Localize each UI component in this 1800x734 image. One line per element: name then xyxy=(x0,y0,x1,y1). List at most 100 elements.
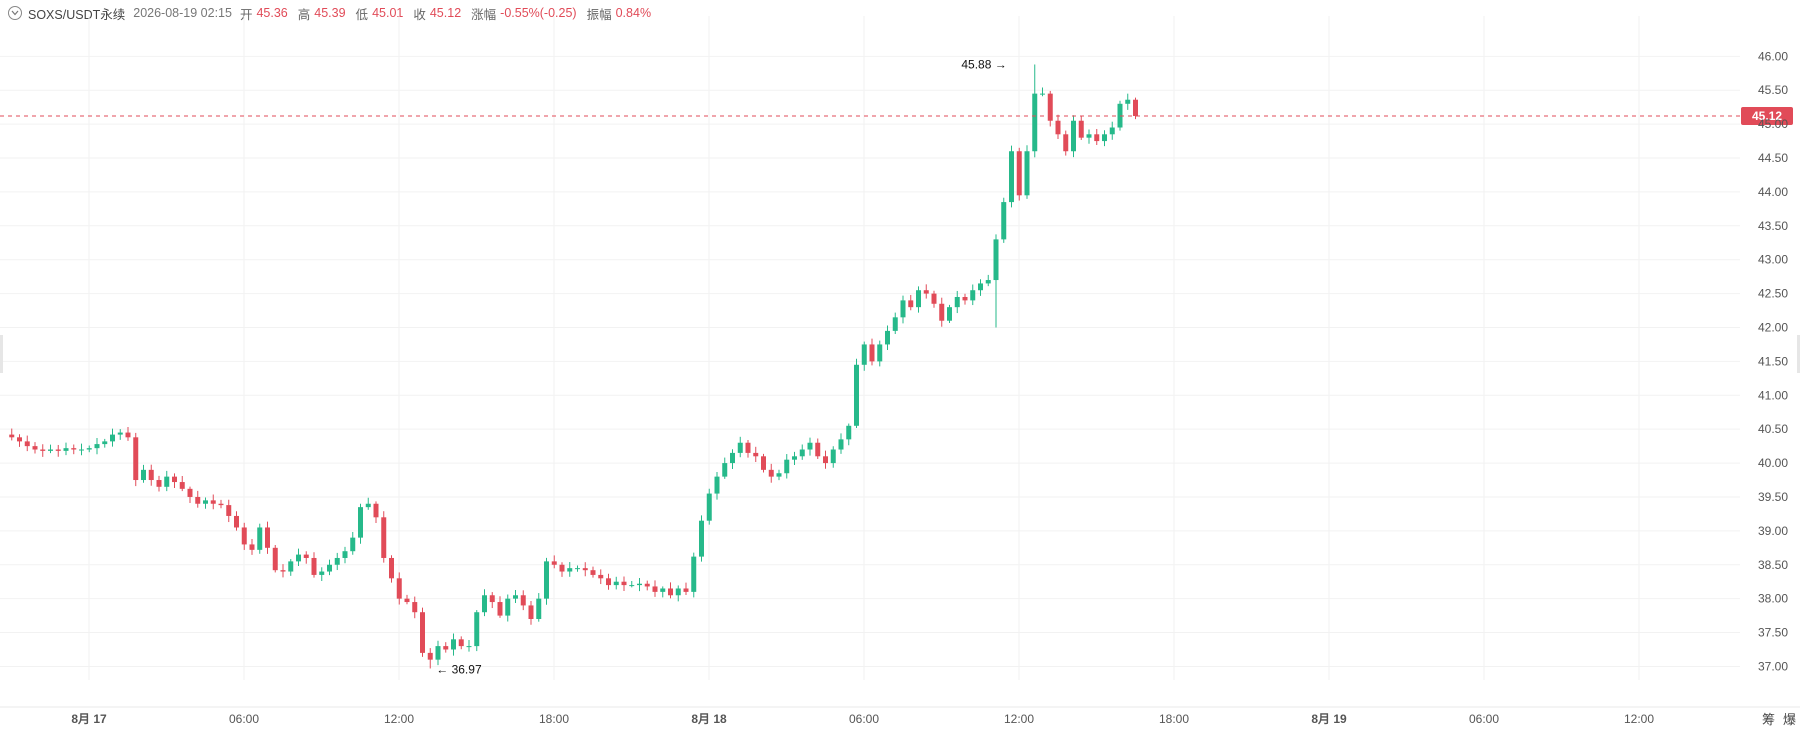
candle-body xyxy=(954,296,960,308)
close-label: 收 xyxy=(413,7,426,22)
close-value: 45.12 xyxy=(429,6,462,20)
candle-body xyxy=(513,595,518,599)
candle-body xyxy=(722,463,728,477)
candle-body xyxy=(443,646,449,650)
amplitude-value: 0.84% xyxy=(615,6,652,20)
y-tick-label: 40.00 xyxy=(1758,456,1788,470)
candle-body xyxy=(675,588,681,596)
candle-body xyxy=(265,527,270,548)
x-tick-label: 12:00 xyxy=(1624,712,1654,726)
candle-body xyxy=(110,434,115,442)
candle-body xyxy=(296,554,301,562)
chips-button[interactable]: 筹 xyxy=(1761,712,1775,727)
candle-body xyxy=(1133,99,1138,116)
candle-body xyxy=(1102,134,1107,142)
candle-body xyxy=(900,300,906,318)
candle-body xyxy=(1016,151,1022,196)
candle-body xyxy=(164,476,170,487)
candle-body xyxy=(86,448,92,450)
candle-body xyxy=(334,557,340,565)
x-tick-label: 8月 19 xyxy=(1311,712,1347,726)
candle-body xyxy=(1071,120,1076,152)
candle-body xyxy=(753,452,759,457)
candle-body xyxy=(993,239,999,281)
candle-body xyxy=(102,441,108,445)
left-drag-handle[interactable] xyxy=(0,335,3,373)
datetime-label: 2026-08-19 02:15 xyxy=(133,6,232,20)
candle-body xyxy=(668,588,673,596)
candle-body xyxy=(9,434,15,438)
x-tick-label: 8月 17 xyxy=(71,712,107,726)
candle-body xyxy=(1001,202,1007,240)
candle-body xyxy=(257,527,263,550)
collapse-toggle-icon[interactable] xyxy=(8,6,22,20)
candle-body xyxy=(319,571,325,575)
candle-body xyxy=(458,639,464,647)
x-tick-label: 12:00 xyxy=(384,712,414,726)
candle-body xyxy=(327,564,332,572)
candle-body xyxy=(141,469,146,481)
candle-body xyxy=(156,480,162,487)
symbol-label[interactable]: SOXS/USDT永续 xyxy=(28,7,126,22)
x-tick-label: 06:00 xyxy=(1469,712,1499,726)
candle-body xyxy=(40,449,46,451)
candle-body xyxy=(358,507,363,538)
candle-body xyxy=(854,364,859,426)
candle-body xyxy=(528,605,534,619)
candle-body xyxy=(288,561,294,572)
y-tick-label: 44.50 xyxy=(1758,151,1788,165)
last-price-label: 45.12 xyxy=(1752,109,1782,123)
candle-body xyxy=(970,290,976,301)
candle-body xyxy=(32,446,38,450)
min-price-label: ← 36.97 xyxy=(436,662,482,676)
candle-body xyxy=(427,652,433,660)
candle-body xyxy=(792,456,797,460)
candle-body xyxy=(916,290,921,308)
candle-body xyxy=(575,568,580,570)
candle-body xyxy=(1125,99,1131,104)
candle-body xyxy=(947,307,952,321)
candle-body xyxy=(148,469,154,481)
y-tick-label: 37.50 xyxy=(1758,626,1788,640)
candle-body xyxy=(63,448,69,451)
candle-body xyxy=(745,442,751,453)
candle-body xyxy=(815,442,821,457)
candle-body xyxy=(644,583,650,587)
last-price-tag xyxy=(1741,106,1793,125)
candle-body xyxy=(621,581,627,586)
candle-body xyxy=(761,456,766,470)
candle-body xyxy=(489,595,495,603)
y-tick-label: 42.00 xyxy=(1758,320,1788,334)
high-value: 45.39 xyxy=(314,6,346,20)
low-label: 低 xyxy=(355,7,369,22)
candle-body xyxy=(195,496,201,504)
candle-body xyxy=(1024,151,1030,196)
candle-body xyxy=(172,476,177,483)
candle-body xyxy=(55,449,61,451)
candle-body xyxy=(280,570,286,572)
low-value: 45.01 xyxy=(372,6,404,20)
y-tick-label: 38.00 xyxy=(1758,592,1788,606)
candle-body xyxy=(706,493,712,521)
liquidation-button[interactable]: 爆 xyxy=(1782,712,1796,727)
open-label: 开 xyxy=(239,7,253,22)
candle-body xyxy=(71,448,77,450)
candle-body xyxy=(536,598,542,619)
candle-body xyxy=(551,561,557,565)
candle-body xyxy=(241,527,247,545)
y-tick-label: 43.50 xyxy=(1758,219,1788,233)
candle-body xyxy=(660,588,666,592)
y-tick-label: 46.00 xyxy=(1758,49,1788,63)
candle-body xyxy=(117,432,123,435)
y-axis: 37.00 37.50 38.00 38.50 39.00 39.50 40.00 40.50… xyxy=(1758,49,1788,673)
y-tick-label: 44.00 xyxy=(1758,185,1788,199)
y-tick-label: 42.50 xyxy=(1758,287,1788,301)
right-drag-handle[interactable] xyxy=(1797,335,1800,373)
candle-body xyxy=(1009,151,1014,203)
candle-body xyxy=(613,581,619,586)
candle-body xyxy=(1040,93,1045,95)
candle-body xyxy=(365,503,371,508)
candle-body xyxy=(226,505,232,516)
candle-body xyxy=(730,452,735,464)
